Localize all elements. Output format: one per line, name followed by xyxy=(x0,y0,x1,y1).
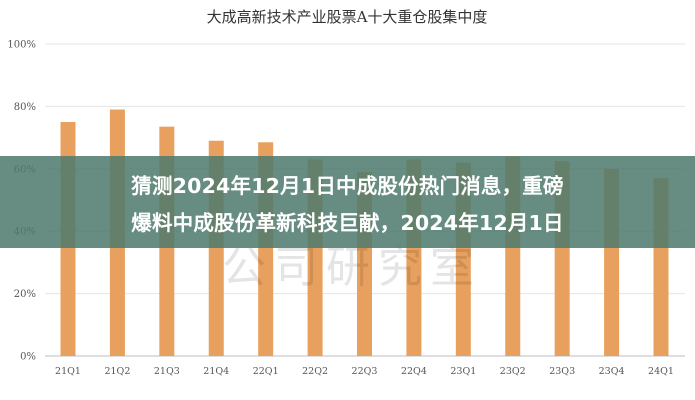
x-tick-label: 21Q1 xyxy=(55,366,81,377)
y-tick-label: 100% xyxy=(7,40,36,51)
x-axis-ticks: 21Q1 21Q2 21Q3 21Q4 22Q1 22Q2 22Q3 22Q4 23Q1 23Q2… xyxy=(55,366,674,377)
x-tick-label: 21Q3 xyxy=(154,366,180,377)
headline-banner: 猜测2024年12月1日中成股份热门消息，重磅 爆料中成股份革新科技巨献，202… xyxy=(0,156,695,248)
headline-line-1: 猜测2024年12月1日中成股份热门消息，重磅 xyxy=(131,174,564,198)
y-tick-label: 0% xyxy=(20,352,36,363)
chart-title: 大成高新技术产业股票A十大重仓股集中度 xyxy=(207,8,488,26)
x-tick-label: 23Q3 xyxy=(549,366,575,377)
x-tick-label: 23Q2 xyxy=(500,366,526,377)
x-tick-label: 22Q3 xyxy=(352,366,378,377)
headline-line-2: 爆料中成股份革新科技巨献，2024年12月1日 xyxy=(131,211,564,235)
x-tick-label: 22Q1 xyxy=(253,366,279,377)
x-tick-label: 22Q4 xyxy=(401,366,427,377)
x-tick-label: 23Q4 xyxy=(599,366,625,377)
y-tick-label: 20% xyxy=(14,289,36,300)
x-tick-label: 22Q2 xyxy=(302,366,328,377)
x-tick-label: 23Q1 xyxy=(450,366,476,377)
x-tick-label: 21Q2 xyxy=(104,366,130,377)
y-tick-label: 80% xyxy=(14,102,36,113)
watermark: 公司研究室 xyxy=(222,242,482,293)
x-tick-label: 24Q1 xyxy=(648,366,674,377)
x-tick-label: 21Q4 xyxy=(203,366,229,377)
